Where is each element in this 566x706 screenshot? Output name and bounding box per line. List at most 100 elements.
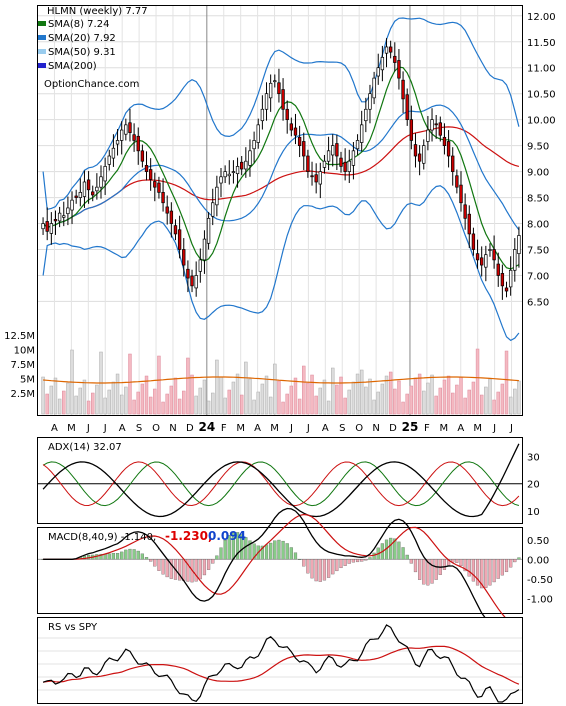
x-tick-label: 24 bbox=[198, 420, 215, 434]
x-tick-label: A bbox=[322, 423, 329, 434]
sma-20-line bbox=[42, 104, 520, 231]
price-tick-label: 10.00 bbox=[527, 116, 556, 127]
candle-body bbox=[302, 141, 306, 157]
macd-histogram-bar bbox=[124, 549, 128, 560]
price-tick-label: 7.50 bbox=[527, 246, 549, 257]
macd-histogram-bar bbox=[426, 559, 430, 586]
volume-bar bbox=[132, 399, 136, 415]
macd-histogram-bar bbox=[82, 555, 87, 560]
macd-histogram-bar bbox=[285, 543, 289, 560]
candle-body bbox=[103, 166, 107, 182]
candle-body bbox=[347, 160, 351, 172]
volume-bar bbox=[153, 388, 157, 415]
x-tick-label: D bbox=[389, 423, 397, 434]
volume-bar bbox=[235, 373, 240, 415]
macd-histogram-bar bbox=[418, 559, 422, 580]
macd-histogram-bar bbox=[364, 559, 368, 561]
macd-tick-label: -0.50 bbox=[527, 575, 553, 586]
x-tick-label: A bbox=[51, 423, 58, 434]
volume-bar bbox=[442, 379, 447, 415]
volume-bar bbox=[413, 377, 418, 415]
volume-bar bbox=[227, 389, 231, 415]
adx-tick-label: 30 bbox=[527, 452, 540, 463]
macd-histogram-bar bbox=[492, 559, 496, 583]
macd-histogram-bar bbox=[434, 559, 438, 580]
candle-body bbox=[235, 166, 240, 175]
volume-bar bbox=[405, 393, 409, 415]
macd-histogram-bar bbox=[509, 559, 513, 568]
x-tick-label: S bbox=[136, 423, 142, 434]
macd-histogram-bar bbox=[269, 542, 273, 560]
x-axis: A M J J A S O N D 24 F M A M J J A S O N D 25 F M A M J J bbox=[51, 420, 513, 434]
volume-bar bbox=[455, 384, 459, 415]
volume-bar bbox=[256, 391, 260, 415]
volume-bar bbox=[318, 387, 323, 415]
candle-body bbox=[74, 195, 78, 198]
x-tick-label: J bbox=[289, 423, 293, 434]
x-tick-label: N bbox=[372, 423, 379, 434]
candle-body bbox=[355, 140, 360, 150]
macd-histogram-bar bbox=[455, 559, 459, 563]
candle-body bbox=[496, 263, 500, 276]
candle-body bbox=[492, 249, 496, 261]
macd-histogram-bar bbox=[157, 559, 161, 571]
volume-bar bbox=[128, 353, 132, 415]
candle-body bbox=[198, 259, 202, 272]
x-tick-label: J bbox=[509, 423, 513, 434]
candle-body bbox=[202, 238, 207, 261]
macd-histogram-bar bbox=[413, 559, 418, 573]
volume-bar bbox=[82, 379, 87, 415]
macd-label: MACD(8,40,9) -1.140, bbox=[48, 532, 156, 543]
macd-histogram-bar bbox=[111, 553, 116, 560]
volume-bar bbox=[393, 388, 397, 415]
rs-moving-average bbox=[42, 645, 520, 685]
volume-bar bbox=[223, 397, 227, 415]
x-tick-label: O bbox=[152, 423, 160, 434]
candle-body bbox=[293, 127, 298, 136]
volume-bar bbox=[508, 396, 513, 415]
price-tick-label: 12.00 bbox=[527, 12, 556, 23]
macd-histogram-bar bbox=[223, 539, 227, 560]
price-tick-label: 6.50 bbox=[527, 297, 549, 308]
candle-body bbox=[508, 269, 513, 288]
volume-bar bbox=[161, 401, 165, 415]
volume-bar bbox=[459, 376, 463, 415]
volume-axis: 12.5M 10M 7.5M 5M 2.5M bbox=[4, 331, 35, 400]
candle-body bbox=[484, 254, 488, 268]
volume-tick-label: 10M bbox=[14, 346, 35, 357]
price-tick-label: 9.00 bbox=[527, 168, 549, 179]
macd-histogram-bar bbox=[310, 559, 314, 579]
candle-body bbox=[161, 192, 165, 204]
candle-body bbox=[120, 129, 124, 141]
volume-bar bbox=[157, 355, 161, 415]
candle-body bbox=[322, 160, 327, 168]
macd-histogram-bar bbox=[198, 559, 202, 580]
macd-histogram-bar bbox=[136, 550, 140, 560]
volume-bar bbox=[206, 400, 211, 415]
macd-histogram-bar bbox=[120, 551, 124, 560]
candle-body bbox=[66, 207, 70, 215]
candle-body bbox=[480, 257, 484, 266]
candle-body bbox=[219, 176, 223, 184]
macd-histogram-bar bbox=[326, 559, 331, 578]
macd-histogram-bar bbox=[219, 547, 223, 560]
candle-body bbox=[107, 155, 111, 165]
macd-histogram-bar bbox=[260, 545, 264, 560]
price-tick-label: 8.50 bbox=[527, 194, 549, 205]
candle-body bbox=[475, 253, 480, 261]
candle-body bbox=[78, 192, 82, 198]
adx-panel: 30 20 10 bbox=[38, 443, 540, 518]
macd-histogram-bar bbox=[442, 559, 447, 570]
volume-bar bbox=[124, 386, 128, 415]
volume-bar bbox=[190, 374, 194, 415]
candle-body bbox=[273, 80, 277, 83]
volume-bar bbox=[355, 373, 360, 415]
macd-histogram-bar bbox=[132, 549, 136, 560]
volume-bar bbox=[513, 388, 517, 415]
volume-bar bbox=[500, 383, 505, 415]
volume-bar bbox=[91, 392, 95, 415]
price-panel-frame bbox=[37, 5, 523, 416]
candle-body bbox=[376, 67, 380, 77]
volume-tick-label: 2.5M bbox=[10, 389, 35, 400]
candle-body bbox=[223, 171, 227, 178]
